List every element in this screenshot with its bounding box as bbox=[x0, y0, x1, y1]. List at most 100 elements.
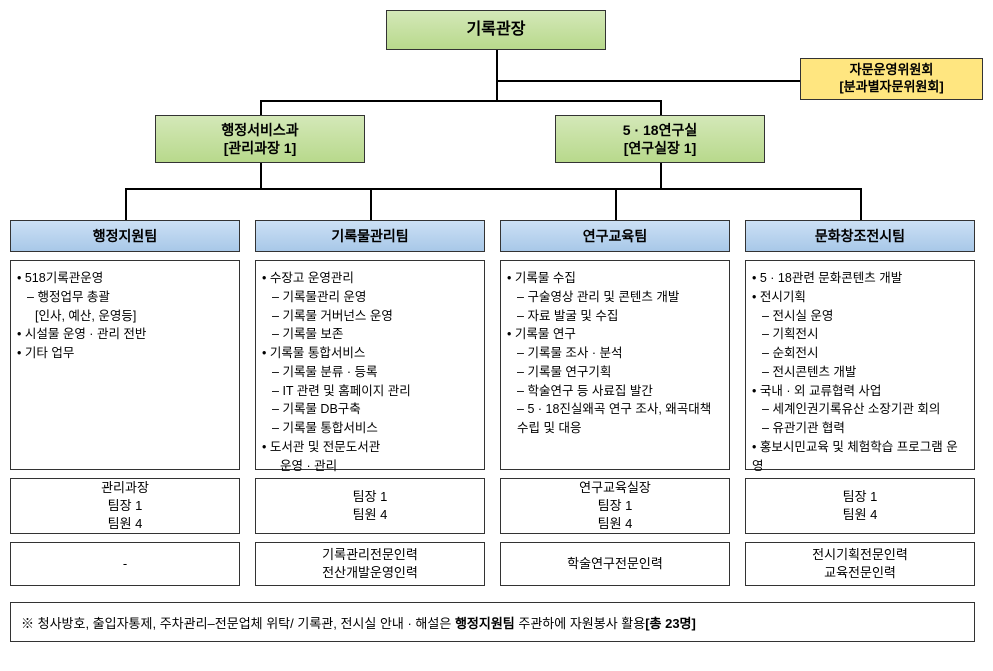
connector bbox=[260, 100, 660, 102]
special-line: 기록관리전문인력 bbox=[322, 546, 418, 564]
special-box-2: 학술연구전문인력 bbox=[500, 542, 730, 586]
detail-item: IT 관련 및 홈페이지 관리 bbox=[262, 382, 478, 401]
special-line: 전산개발운영인력 bbox=[322, 564, 418, 582]
detail-item: 국내 · 외 교류협력 사업 bbox=[752, 382, 968, 401]
detail-list-0: 518기록관운영행정업무 총괄[인사, 예산, 운영등]시설물 운영 · 관리 … bbox=[17, 269, 233, 363]
detail-item: 순회전시 bbox=[752, 344, 968, 363]
staff-line: 연구교육실장 bbox=[579, 479, 651, 497]
connector bbox=[660, 163, 662, 188]
root-node: 기록관장 bbox=[386, 10, 606, 50]
special-line: 전시기획전문인력 bbox=[812, 546, 908, 564]
team-name-2: 연구교육팀 bbox=[583, 227, 647, 245]
detail-item: [인사, 예산, 운영등] bbox=[17, 307, 233, 326]
special-box-1: 기록관리전문인력전산개발운영인력 bbox=[255, 542, 485, 586]
detail-item: 기록물 연구기획 bbox=[507, 363, 723, 382]
staff-line: 팀장 1 bbox=[353, 488, 388, 506]
footnote-prefix: ※ 청사방호, 출입자통제, 주차관리–전문업체 위탁/ 기록관, 전시실 안내… bbox=[21, 616, 455, 631]
detail-item: 전시기획 bbox=[752, 288, 968, 307]
detail-box-1: 수장고 운영관리기록물관리 운영기록물 거버넌스 운영기록물 보존기록물 통합서… bbox=[255, 260, 485, 470]
special-line: 학술연구전문인력 bbox=[567, 555, 663, 573]
dept-right-title: 5 · 18연구실 bbox=[623, 121, 697, 139]
detail-item: 전시콘텐츠 개발 bbox=[752, 363, 968, 382]
staff-box-1: 팀장 1팀원 4 bbox=[255, 478, 485, 534]
connector bbox=[125, 188, 127, 220]
dept-left: 행정서비스과 [관리과장 1] bbox=[155, 115, 365, 163]
staff-line: 팀장 1 bbox=[108, 497, 143, 515]
advisory-line2: [분과별자문위원회] bbox=[839, 79, 943, 96]
staff-box-0: 관리과장팀장 1팀원 4 bbox=[10, 478, 240, 534]
connector bbox=[310, 188, 860, 190]
detail-box-3: 5 · 18관련 문화콘텐츠 개발전시기획전시실 운영기획전시순회전시전시콘텐츠… bbox=[745, 260, 975, 470]
team-name-0: 행정지원팀 bbox=[93, 227, 157, 245]
footnote: ※ 청사방호, 출입자통제, 주차관리–전문업체 위탁/ 기록관, 전시실 안내… bbox=[10, 602, 975, 642]
detail-item: 기록물 거버넌스 운영 bbox=[262, 307, 478, 326]
staff-line: 팀장 1 bbox=[598, 497, 633, 515]
detail-item: 기록물 보존 bbox=[262, 325, 478, 344]
detail-item: 518기록관운영 bbox=[17, 269, 233, 288]
team-header-3: 문화창조전시팀 bbox=[745, 220, 975, 252]
detail-item: 5 · 18관련 문화콘텐츠 개발 bbox=[752, 269, 968, 288]
connector bbox=[860, 188, 862, 220]
staff-line: 팀장 1 bbox=[843, 488, 878, 506]
staff-line: 팀원 4 bbox=[843, 506, 878, 524]
team-header-1: 기록물관리팀 bbox=[255, 220, 485, 252]
staff-box-3: 팀장 1팀원 4 bbox=[745, 478, 975, 534]
detail-item: 학술연구 등 사료집 발간 bbox=[507, 382, 723, 401]
detail-box-0: 518기록관운영행정업무 총괄[인사, 예산, 운영등]시설물 운영 · 관리 … bbox=[10, 260, 240, 470]
connector bbox=[660, 100, 662, 115]
special-box-0: - bbox=[10, 542, 240, 586]
team-name-1: 기록물관리팀 bbox=[331, 227, 408, 245]
connector bbox=[496, 80, 498, 100]
footnote-bold2: [총 23명] bbox=[645, 616, 696, 631]
special-line: - bbox=[123, 555, 127, 573]
detail-item: 기록물 통합서비스 bbox=[262, 419, 478, 438]
advisory-line1: 자문운영위원회 bbox=[850, 62, 934, 79]
special-line: 교육전문인력 bbox=[824, 564, 896, 582]
connector bbox=[370, 188, 372, 220]
detail-item: 유관기관 협력 bbox=[752, 419, 968, 438]
team-name-3: 문화창조전시팀 bbox=[815, 227, 905, 245]
footnote-text: ※ 청사방호, 출입자통제, 주차관리–전문업체 위탁/ 기록관, 전시실 안내… bbox=[21, 613, 696, 632]
detail-item: 수장고 운영관리 bbox=[262, 269, 478, 288]
detail-item: 홍보시민교육 및 체험학습 프로그램 운영 bbox=[752, 438, 968, 476]
detail-item: 전시실 운영 bbox=[752, 307, 968, 326]
staff-line: 팀원 4 bbox=[108, 515, 143, 533]
staff-box-2: 연구교육실장팀장 1팀원 4 bbox=[500, 478, 730, 534]
org-chart: 기록관장 자문운영위원회 [분과별자문위원회] 행정서비스과 [관리과장 1] … bbox=[10, 10, 983, 661]
detail-list-1: 수장고 운영관리기록물관리 운영기록물 거버넌스 운영기록물 보존기록물 통합서… bbox=[262, 269, 478, 475]
team-header-2: 연구교육팀 bbox=[500, 220, 730, 252]
detail-item: 기록물 분류 · 등록 bbox=[262, 363, 478, 382]
connector bbox=[260, 163, 262, 188]
detail-list-3: 5 · 18관련 문화콘텐츠 개발전시기획전시실 운영기획전시순회전시전시콘텐츠… bbox=[752, 269, 968, 475]
root-title: 기록관장 bbox=[467, 20, 526, 41]
footnote-bold1: 행정지원팀 bbox=[455, 616, 515, 631]
detail-item: 기록물 통합서비스 bbox=[262, 344, 478, 363]
connector bbox=[496, 80, 800, 82]
detail-list-2: 기록물 수집구술영상 관리 및 콘텐츠 개발자료 발굴 및 수집기록물 연구기록… bbox=[507, 269, 723, 438]
connector bbox=[615, 188, 617, 220]
detail-item: 5 · 18진실왜곡 연구 조사, 왜곡대책 수립 및 대응 bbox=[507, 400, 723, 438]
dept-right-sub: [연구실장 1] bbox=[624, 139, 697, 157]
staff-line: 관리과장 bbox=[101, 479, 149, 497]
dept-left-sub: [관리과장 1] bbox=[224, 139, 297, 157]
staff-line: 팀원 4 bbox=[353, 506, 388, 524]
detail-box-2: 기록물 수집구술영상 관리 및 콘텐츠 개발자료 발굴 및 수집기록물 연구기록… bbox=[500, 260, 730, 470]
special-box-3: 전시기획전문인력교육전문인력 bbox=[745, 542, 975, 586]
team-header-0: 행정지원팀 bbox=[10, 220, 240, 252]
detail-item: 구술영상 관리 및 콘텐츠 개발 bbox=[507, 288, 723, 307]
detail-item: 세계인권기록유산 소장기관 회의 bbox=[752, 400, 968, 419]
detail-item: 기록물 DB구축 bbox=[262, 400, 478, 419]
footnote-mid: 주관하에 자원봉사 활용 bbox=[515, 616, 645, 631]
dept-left-title: 행정서비스과 bbox=[221, 121, 298, 139]
detail-item: 기록물 수집 bbox=[507, 269, 723, 288]
staff-line: 팀원 4 bbox=[598, 515, 633, 533]
advisory-node: 자문운영위원회 [분과별자문위원회] bbox=[800, 58, 983, 100]
connector bbox=[496, 50, 498, 80]
detail-item: 기록물 조사 · 분석 bbox=[507, 344, 723, 363]
connector bbox=[260, 100, 262, 115]
detail-item: 기획전시 bbox=[752, 325, 968, 344]
detail-item: 기록물 연구 bbox=[507, 325, 723, 344]
detail-item: 운영 · 관리 bbox=[262, 457, 478, 476]
detail-item: 시설물 운영 · 관리 전반 bbox=[17, 325, 233, 344]
detail-item: 기타 업무 bbox=[17, 344, 233, 363]
